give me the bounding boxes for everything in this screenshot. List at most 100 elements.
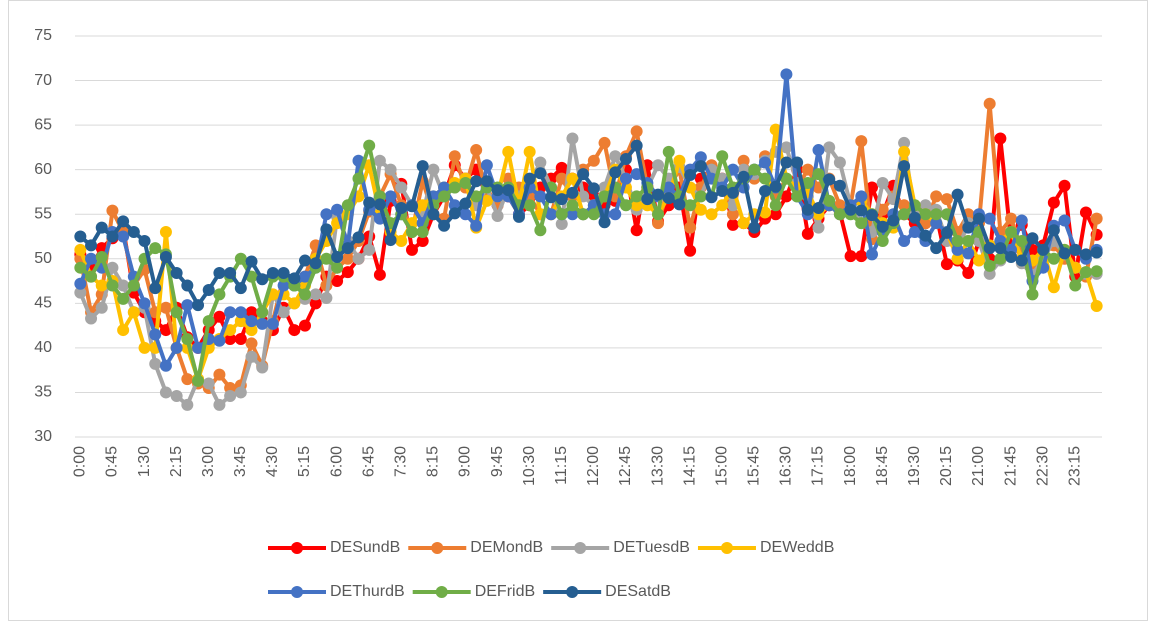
data-point [127,306,140,319]
data-point [266,317,279,330]
data-point [288,272,301,285]
y-tick-label: 40 [34,339,52,356]
data-point [898,199,911,212]
data-point [865,209,878,222]
y-tick-label: 60 [34,161,52,178]
data-point [780,190,793,203]
data-point [865,181,878,194]
legend-label: DESundB [330,539,400,556]
data-point [652,217,665,230]
data-point [534,156,547,169]
x-tick-label: 16:30 [778,446,795,486]
data-point [373,154,386,167]
x-tick-label: 22:30 [1034,446,1051,486]
data-point [801,203,814,216]
data-point [994,242,1007,255]
data-point [609,166,622,179]
data-point [898,208,911,221]
data-point [95,221,108,234]
plot [74,68,1103,411]
data-point [844,203,857,216]
data-point [780,156,793,169]
x-tick-label: 6:45 [360,446,377,477]
data-point [170,390,183,403]
data-point [1005,226,1018,239]
legend-marker [574,542,587,554]
data-point [598,136,611,149]
data-point [1015,254,1028,267]
data-point [652,188,665,201]
data-point [299,288,312,301]
data-point [1090,246,1103,259]
data-point [962,234,975,247]
data-point [309,297,322,310]
data-point [716,185,729,198]
data-point [363,196,376,209]
data-point [224,267,237,280]
data-point [213,334,226,347]
data-point [74,243,87,256]
data-point [641,193,654,206]
data-point [459,208,472,221]
data-point [1026,288,1039,301]
data-point [256,273,269,286]
data-point [213,398,226,411]
data-point [384,234,397,247]
data-point [566,186,579,199]
data-point [1005,212,1018,225]
data-point [812,201,825,214]
data-point [726,208,739,221]
data-point [277,267,290,280]
data-point [470,144,483,157]
data-point [983,212,996,225]
data-point [470,175,483,188]
data-point [416,226,429,239]
data-point [181,398,194,411]
data-point [930,190,943,203]
data-point [652,208,665,221]
data-point [288,324,301,337]
x-tick-label: 3:00 [200,446,217,477]
data-point [277,279,290,292]
x-tick-label: 2:15 [168,446,185,477]
data-point [694,160,707,173]
data-point [331,203,344,216]
data-point [812,221,825,234]
data-point [619,199,632,212]
data-point [95,279,108,292]
data-point [213,368,226,381]
data-point [395,181,408,194]
data-point [117,324,130,337]
data-point [106,230,119,243]
data-point [523,199,536,212]
data-point [288,297,301,310]
data-point [898,136,911,149]
data-point [1090,212,1103,225]
data-point [117,215,130,228]
data-point [705,208,718,221]
data-point [85,312,98,325]
legend-marker [720,542,733,554]
data-point [726,186,739,199]
data-point [855,217,868,230]
y-tick-label: 30 [34,428,52,445]
data-point [395,234,408,247]
data-point [908,211,921,224]
data-point [117,279,130,292]
data-point [202,315,215,328]
x-tick-label: 14:15 [681,446,698,486]
data-point [192,299,205,312]
legend-label: DETuesdB [613,539,690,556]
data-point [769,199,782,212]
data-point [630,168,643,181]
data-point [405,200,418,213]
x-tick-label: 20:15 [938,446,955,486]
data-point [352,231,365,244]
data-point [684,221,697,234]
data-point [972,254,985,267]
data-point [855,190,868,203]
data-point [1079,266,1092,279]
data-point [373,268,386,281]
data-point [256,306,269,319]
data-point [566,199,579,212]
